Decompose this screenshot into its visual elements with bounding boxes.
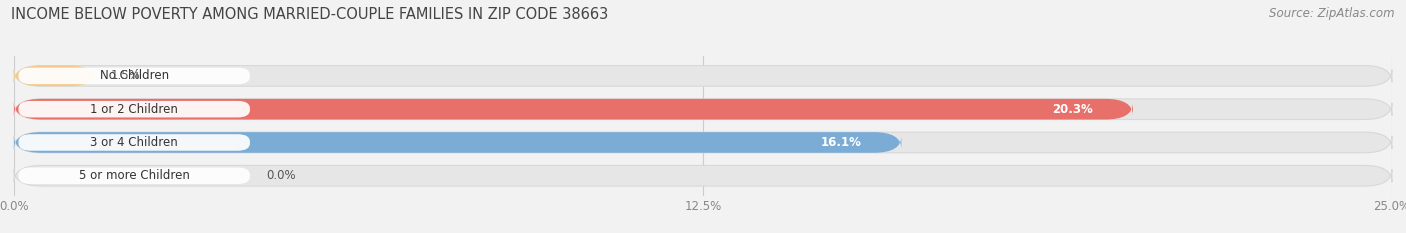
FancyBboxPatch shape xyxy=(14,165,1392,186)
FancyBboxPatch shape xyxy=(786,134,896,151)
Text: INCOME BELOW POVERTY AMONG MARRIED-COUPLE FAMILIES IN ZIP CODE 38663: INCOME BELOW POVERTY AMONG MARRIED-COUPL… xyxy=(11,7,609,22)
Text: 3 or 4 Children: 3 or 4 Children xyxy=(90,136,179,149)
FancyBboxPatch shape xyxy=(14,132,1392,153)
FancyBboxPatch shape xyxy=(14,65,1392,86)
FancyBboxPatch shape xyxy=(14,99,1392,120)
Text: Source: ZipAtlas.com: Source: ZipAtlas.com xyxy=(1270,7,1395,20)
FancyBboxPatch shape xyxy=(18,168,250,184)
FancyBboxPatch shape xyxy=(18,134,250,151)
Text: 0.0%: 0.0% xyxy=(267,169,297,182)
Text: 5 or more Children: 5 or more Children xyxy=(79,169,190,182)
Text: No Children: No Children xyxy=(100,69,169,82)
FancyBboxPatch shape xyxy=(14,99,1133,120)
Text: 1.5%: 1.5% xyxy=(111,69,141,82)
FancyBboxPatch shape xyxy=(14,65,97,86)
FancyBboxPatch shape xyxy=(18,101,250,117)
FancyBboxPatch shape xyxy=(1017,101,1128,117)
Text: 16.1%: 16.1% xyxy=(820,136,862,149)
FancyBboxPatch shape xyxy=(18,68,250,84)
Text: 20.3%: 20.3% xyxy=(1052,103,1092,116)
Text: 1 or 2 Children: 1 or 2 Children xyxy=(90,103,179,116)
FancyBboxPatch shape xyxy=(14,132,901,153)
